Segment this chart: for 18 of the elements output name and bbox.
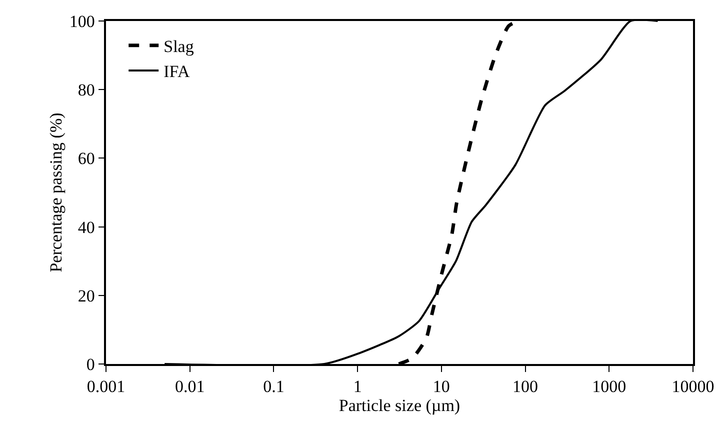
x-tick-label: 10000 bbox=[672, 377, 714, 396]
x-tick-label: 0.1 bbox=[263, 377, 284, 396]
y-tick-label: 20 bbox=[78, 286, 95, 306]
legend-label: Slag bbox=[164, 37, 194, 56]
legend-label: IFA bbox=[164, 62, 190, 82]
x-tick-label: 0.001 bbox=[86, 377, 126, 396]
y-tick-label: 60 bbox=[78, 149, 95, 168]
x-tick-label: 10 bbox=[432, 377, 450, 396]
x-tick-label: 100 bbox=[512, 377, 538, 396]
y-tick-label: 100 bbox=[69, 12, 95, 31]
y-axis-title: Percentage passing (%) bbox=[46, 112, 66, 272]
x-tick-label: 1 bbox=[353, 377, 362, 396]
y-tick-label: 0 bbox=[86, 354, 95, 374]
x-axis-title: Particle size (µm) bbox=[338, 396, 460, 416]
x-tick-label: 0.01 bbox=[174, 377, 205, 396]
x-tick-label: 1000 bbox=[592, 377, 626, 396]
y-tick-label: 40 bbox=[78, 218, 95, 237]
y-tick-label: 80 bbox=[78, 80, 95, 100]
